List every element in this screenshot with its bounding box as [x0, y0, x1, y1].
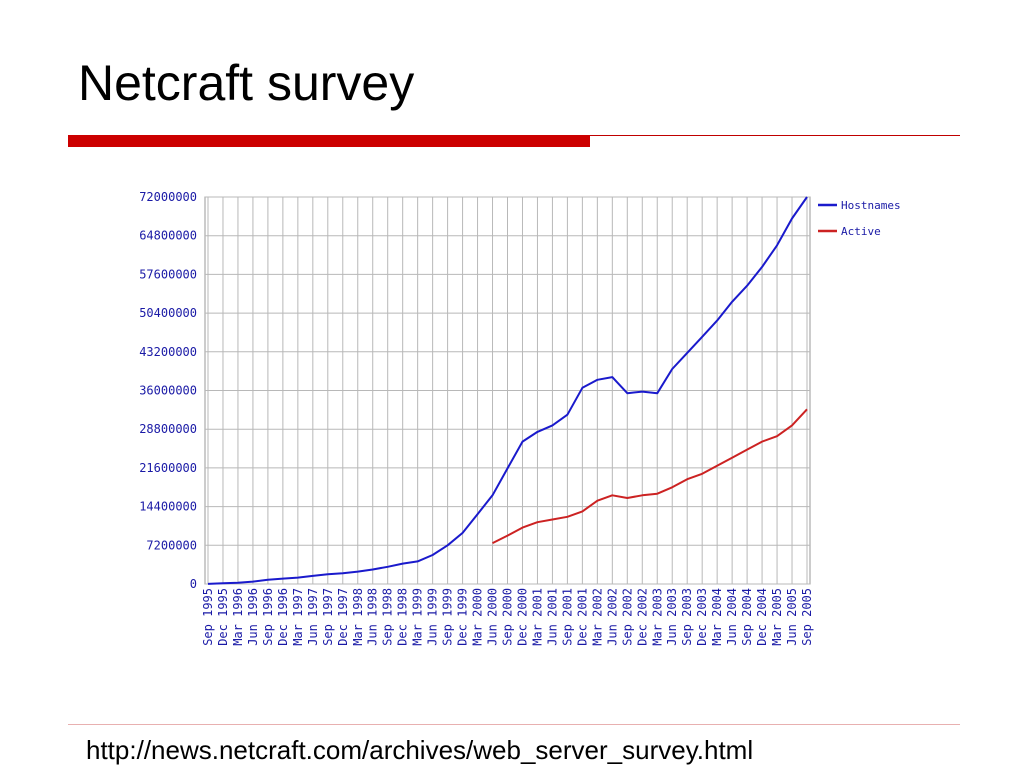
x-tick-label: Dec 2000: [515, 588, 529, 646]
x-tick-label: Jun 2000: [486, 588, 500, 646]
x-tick-label: Mar 2001: [530, 588, 544, 646]
y-tick-label: 7200000: [146, 538, 197, 552]
x-tick-label: Sep 1998: [381, 588, 395, 646]
x-tick-label: Mar 1996: [231, 588, 245, 646]
x-tick-label: Jun 1998: [366, 588, 380, 646]
y-tick-label: 28800000: [139, 422, 197, 436]
y-tick-label: 43200000: [139, 345, 197, 359]
y-tick-label: 57600000: [139, 267, 197, 281]
x-tick-label: Dec 1999: [456, 588, 470, 646]
x-axis-ticks: Sep 1995 Dec 1995 Mar 1996 Jun 1996 Sep 1996…: [201, 588, 814, 646]
x-tick-label: Mar 2000: [471, 588, 485, 646]
x-tick-label: Sep 2001: [560, 588, 574, 646]
legend-label-active: Active: [841, 225, 881, 238]
x-tick-label: Dec 1998: [396, 588, 410, 646]
x-tick-label: Mar 2003: [650, 588, 664, 646]
slide-title: Netcraft survey: [78, 55, 415, 111]
x-tick-label: Jun 2001: [545, 588, 559, 646]
y-tick-label: 72000000: [139, 190, 197, 204]
y-tick-label: 0: [190, 577, 197, 591]
x-tick-label: Dec 2001: [575, 588, 589, 646]
y-tick-label: 21600000: [139, 461, 197, 475]
x-tick-label: Sep 2002: [620, 588, 634, 646]
x-tick-label: Dec 1995: [216, 588, 230, 646]
x-tick-label: Dec 1996: [276, 588, 290, 646]
legend-label-hostnames: Hostnames: [841, 199, 901, 212]
x-tick-label: Dec 2002: [635, 588, 649, 646]
x-tick-label: Sep 1995: [201, 588, 215, 646]
series-line-hostnames: [207, 196, 808, 585]
y-tick-label: 64800000: [139, 229, 197, 243]
x-tick-label: Sep 1999: [441, 588, 455, 646]
x-tick-label: Jun 1996: [246, 588, 260, 646]
series-lines: [207, 196, 808, 585]
x-tick-label: Mar 2004: [710, 588, 724, 646]
chart-legend: Hostnames Active: [818, 199, 901, 238]
x-tick-label: Dec 2004: [755, 588, 769, 646]
footer-divider-line: [68, 724, 960, 725]
x-tick-label: Sep 1997: [321, 588, 335, 646]
x-tick-label: Mar 1999: [411, 588, 425, 646]
x-tick-label: Sep 2004: [740, 588, 754, 646]
x-tick-label: Mar 2005: [770, 588, 784, 646]
x-tick-label: Jun 1997: [306, 588, 320, 646]
y-axis-ticks: 0 7200000 14400000 21600000 28800000 36000000…: [139, 190, 197, 591]
x-tick-label: Sep 2000: [501, 588, 515, 646]
y-tick-label: 50400000: [139, 306, 197, 320]
x-tick-label: Sep 2003: [680, 588, 694, 646]
x-tick-label: Sep 2005: [800, 588, 814, 646]
x-tick-label: Mar 1997: [291, 588, 305, 646]
y-tick-label: 14400000: [139, 500, 197, 514]
chart-grid: [204, 196, 811, 585]
x-tick-label: Sep 1996: [261, 588, 275, 646]
x-tick-label: Dec 2003: [695, 588, 709, 646]
title-accent-bar: [68, 135, 590, 147]
x-tick-label: Jun 1999: [426, 588, 440, 646]
x-tick-label: Jun 2004: [725, 588, 739, 646]
x-tick-label: Jun 2002: [605, 588, 619, 646]
x-tick-label: Mar 1998: [351, 588, 365, 646]
x-tick-label: Mar 2002: [590, 588, 604, 646]
x-tick-label: Jun 2003: [665, 588, 679, 646]
y-tick-label: 36000000: [139, 384, 197, 398]
x-tick-label: Dec 1997: [336, 588, 350, 646]
series-line-active: [492, 408, 808, 544]
x-tick-label: Jun 2005: [785, 588, 799, 646]
source-url-link[interactable]: http://news.netcraft.com/archives/web_se…: [86, 735, 754, 765]
netcraft-line-chart: 0 7200000 14400000 21600000 28800000 36000000…: [139, 190, 901, 646]
